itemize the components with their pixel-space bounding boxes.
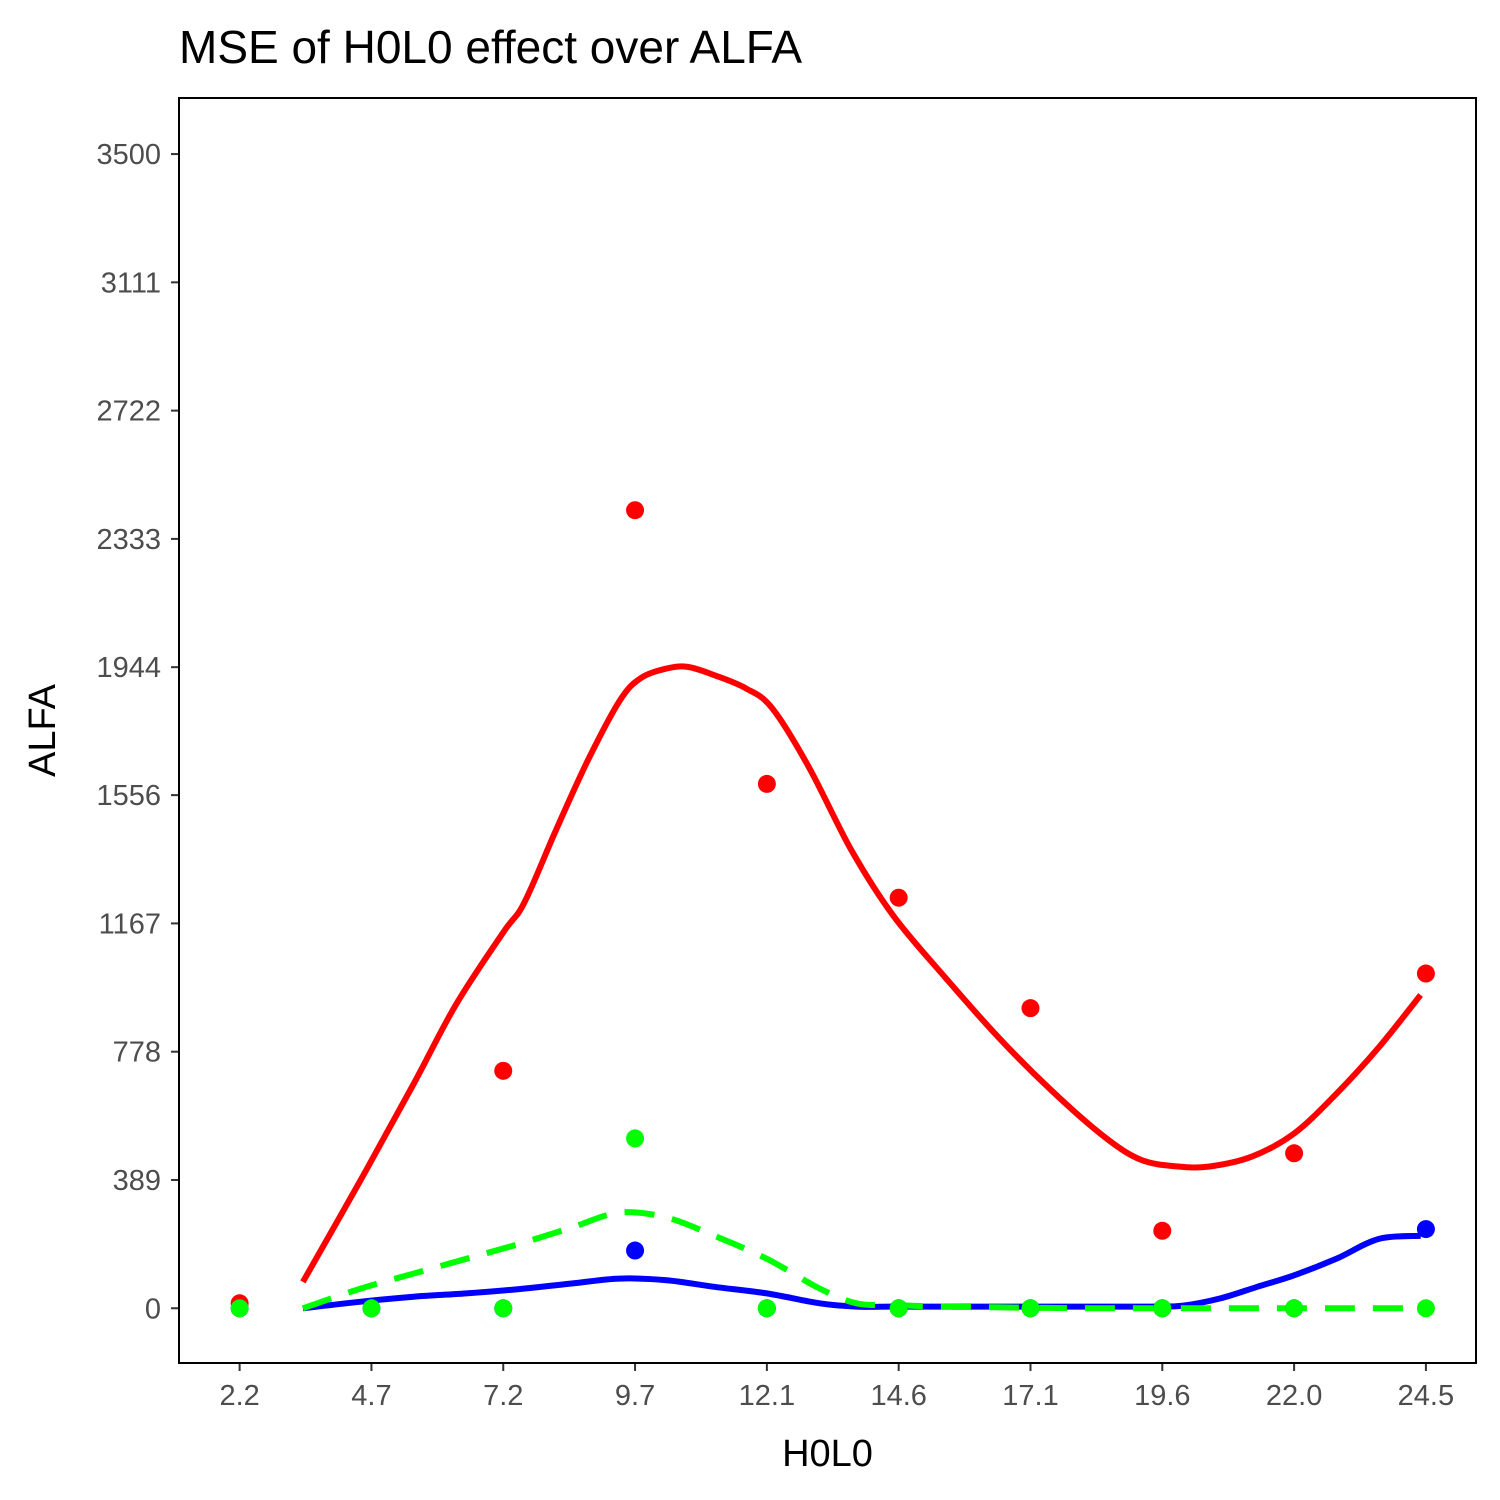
green-point xyxy=(757,1299,776,1318)
blue-point xyxy=(626,1241,645,1260)
x-tick-label: 9.7 xyxy=(615,1380,655,1412)
y-tick-label: 1167 xyxy=(99,908,161,940)
red-point xyxy=(1021,999,1040,1018)
blue-smooth-line xyxy=(302,1232,1421,1312)
green-point xyxy=(1285,1299,1304,1318)
red-point xyxy=(757,774,776,793)
red-point xyxy=(1285,1144,1304,1163)
red-point xyxy=(1153,1221,1172,1240)
y-tick-label: 3500 xyxy=(96,139,161,171)
x-tick-label: 7.2 xyxy=(483,1380,523,1412)
x-tick-label: 4.7 xyxy=(351,1380,391,1412)
red-point xyxy=(1416,964,1435,983)
green-point xyxy=(362,1299,381,1318)
y-tick-label: 778 xyxy=(113,1037,161,1069)
y-tick-label: 0 xyxy=(145,1293,161,1325)
y-tick-label: 2722 xyxy=(96,396,161,428)
x-axis-ticks: 2.2 4.7 7.2 9.7 12.1 14.6 17.1 19.6 22.0 24.5 xyxy=(219,1363,1454,1412)
x-axis-title: H0L0 xyxy=(782,1433,873,1475)
x-tick-label: 14.6 xyxy=(870,1380,926,1412)
blue-point xyxy=(1416,1220,1435,1239)
green-point xyxy=(230,1299,249,1318)
x-tick-label: 24.5 xyxy=(1398,1380,1454,1412)
y-axis-ticks: 0 389 778 1167 1556 1944 2333 2722 3111 3500 xyxy=(96,139,179,1325)
green-point xyxy=(1153,1299,1172,1318)
red-point xyxy=(889,888,908,907)
panel-border xyxy=(178,97,1477,1364)
y-axis-title: ALFA xyxy=(22,683,64,777)
y-tick-label: 2333 xyxy=(96,524,161,556)
green-point xyxy=(626,1129,645,1148)
red-smooth-line xyxy=(300,663,1423,1284)
red-point xyxy=(626,501,645,520)
x-tick-label: 12.1 xyxy=(739,1380,795,1412)
y-tick-label: 1556 xyxy=(96,780,161,812)
chart-title: MSE of H0L0 effect over ALFA xyxy=(179,21,802,73)
green-point xyxy=(1021,1299,1040,1318)
red-point xyxy=(494,1061,513,1080)
plot-area xyxy=(230,501,1435,1318)
y-tick-label: 3111 xyxy=(101,267,161,299)
green-point xyxy=(889,1299,908,1318)
x-tick-label: 19.6 xyxy=(1134,1380,1190,1412)
x-tick-label: 22.0 xyxy=(1266,1380,1322,1412)
x-tick-label: 2.2 xyxy=(219,1380,259,1412)
x-tick-label: 17.1 xyxy=(1002,1380,1058,1412)
green-point xyxy=(1416,1299,1435,1318)
y-tick-label: 1944 xyxy=(96,652,161,684)
green-smooth-line xyxy=(301,1209,1421,1312)
y-tick-label: 389 xyxy=(113,1165,161,1197)
green-point xyxy=(494,1299,513,1318)
